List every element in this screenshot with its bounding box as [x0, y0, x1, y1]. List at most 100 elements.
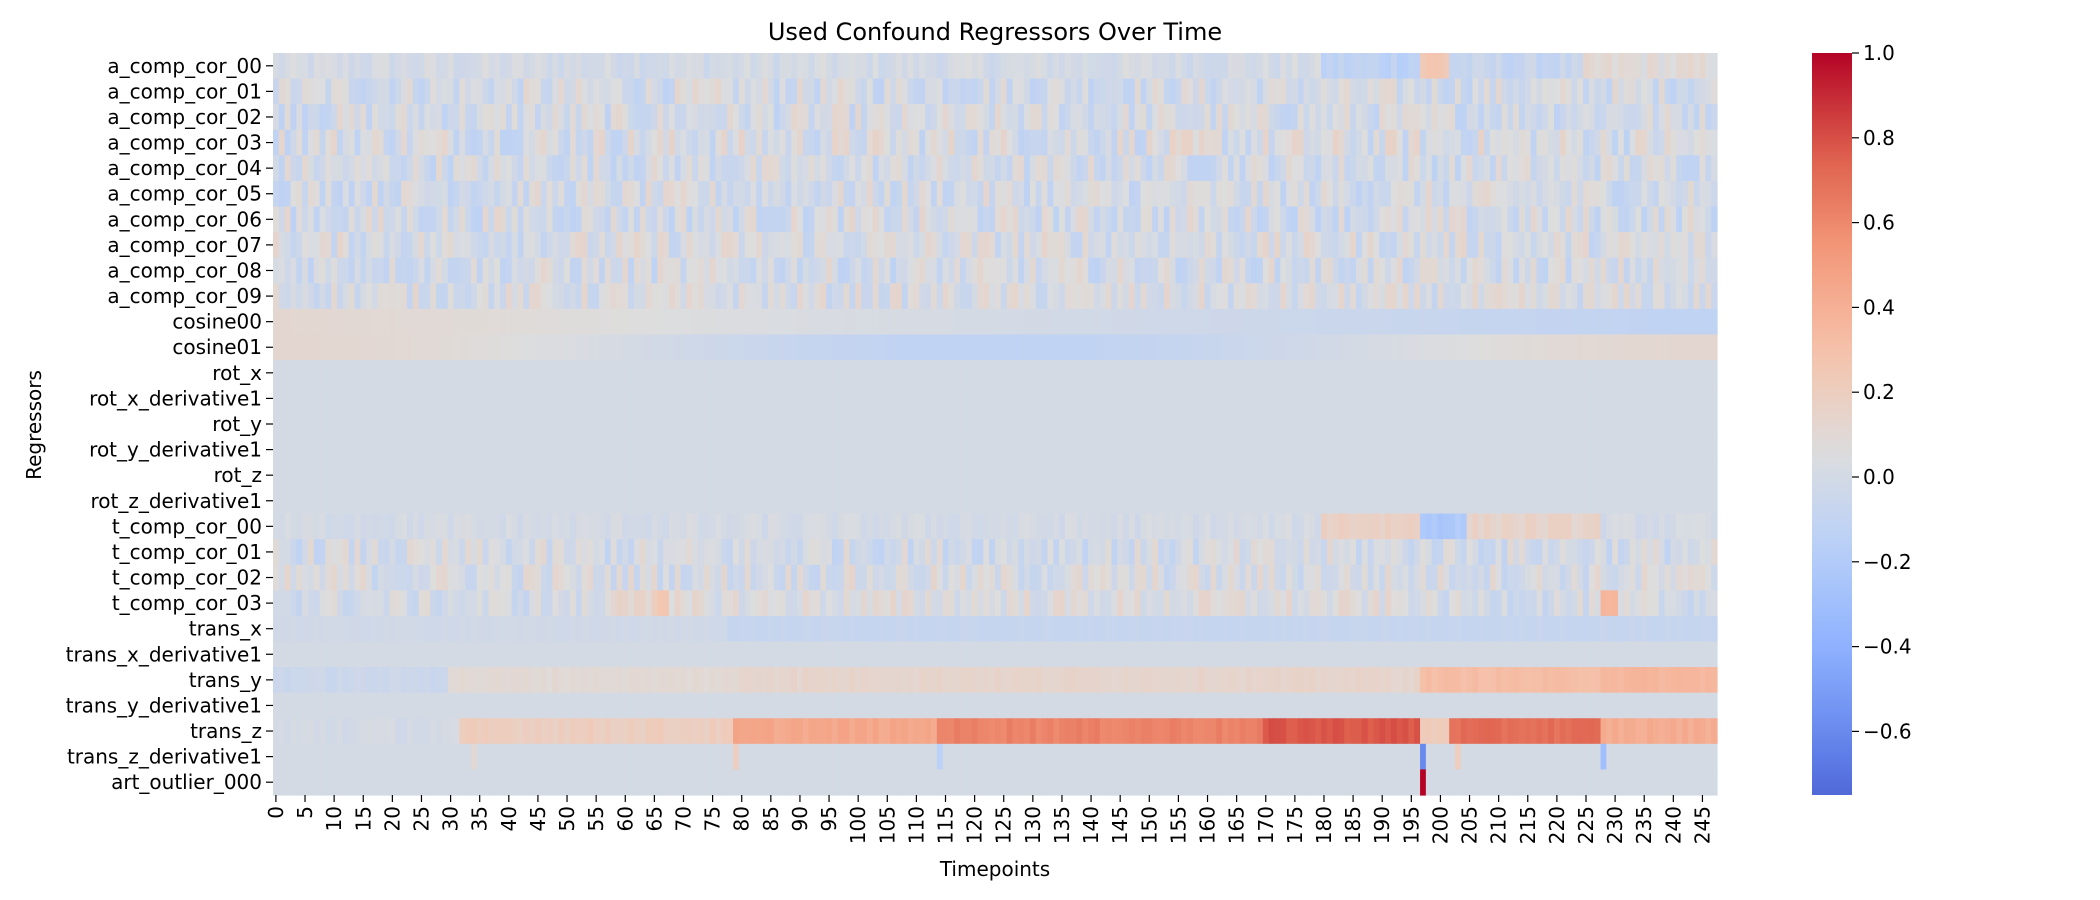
heatmap-cell — [1146, 411, 1153, 438]
heatmap-cell — [284, 308, 292, 336]
heatmap-cell — [325, 257, 332, 284]
heatmap-cell — [1262, 232, 1270, 259]
heatmap-cell — [535, 129, 542, 156]
heatmap-cell — [872, 257, 880, 284]
heatmap-cell — [569, 539, 577, 566]
heatmap-cell — [465, 257, 472, 284]
heatmap-cell — [663, 360, 670, 387]
heatmap-cell — [639, 513, 647, 540]
heatmap-cell — [1658, 78, 1666, 105]
heatmap-cell — [1367, 283, 1375, 310]
heatmap-cell — [762, 283, 769, 310]
heatmap-cell — [663, 487, 670, 515]
heatmap-cell — [1146, 206, 1153, 233]
heatmap-cell — [1076, 308, 1083, 336]
heatmap-cell — [1652, 436, 1660, 463]
heatmap-cell — [1390, 462, 1398, 489]
heatmap-cell — [1321, 539, 1328, 566]
heatmap-cell — [412, 539, 420, 566]
heatmap-cell — [628, 206, 635, 233]
heatmap-cell — [1029, 334, 1037, 361]
heatmap-cell — [1454, 334, 1462, 361]
heatmap-cell — [1484, 53, 1491, 80]
heatmap-cell — [744, 180, 752, 208]
heatmap-cell — [773, 283, 781, 310]
heatmap-cell — [383, 129, 391, 156]
heatmap-cell — [1652, 104, 1660, 131]
heatmap-cell — [756, 283, 763, 310]
heatmap-cell — [622, 129, 629, 156]
heatmap-cell — [1338, 385, 1345, 412]
heatmap-cell — [1693, 155, 1701, 182]
heatmap-cell — [1367, 104, 1375, 131]
heatmap-cell — [802, 436, 810, 463]
heatmap-cell — [983, 539, 990, 566]
heatmap-cell — [1670, 53, 1677, 80]
heatmap-row-a_comp_cor_05 — [273, 180, 1718, 208]
heatmap-cell — [476, 487, 484, 515]
heatmap-cell — [1315, 129, 1322, 156]
heatmap-cell — [1367, 360, 1375, 387]
heatmap-cell — [919, 129, 926, 156]
heatmap-cell — [296, 257, 303, 284]
heatmap-cell — [511, 206, 519, 233]
heatmap-cell — [1105, 180, 1113, 208]
heatmap-cell — [849, 232, 856, 259]
heatmap-cell — [290, 155, 297, 182]
heatmap-cell — [1227, 129, 1235, 156]
heatmap-cell — [1507, 155, 1514, 182]
heatmap-cell — [1501, 411, 1508, 438]
heatmap-cell — [354, 232, 361, 259]
heatmap-cell — [727, 539, 734, 566]
heatmap-cell — [1478, 436, 1485, 463]
heatmap-cell — [674, 513, 682, 540]
heatmap-cell — [1332, 232, 1340, 259]
heatmap-cell — [1274, 129, 1281, 156]
heatmap-cell — [698, 104, 705, 131]
heatmap-cell — [715, 411, 722, 438]
heatmap-cell — [1035, 487, 1043, 515]
heatmap-cell — [907, 487, 915, 515]
heatmap-cell — [494, 104, 501, 131]
heatmap-cell — [977, 104, 984, 131]
heatmap-cell — [558, 334, 565, 361]
heatmap-cell — [1524, 360, 1532, 387]
heatmap-cell — [1454, 53, 1462, 80]
heatmap-cell — [1705, 308, 1712, 336]
heatmap-cell — [692, 513, 699, 540]
heatmap-cell — [1024, 257, 1031, 284]
heatmap-cell — [1175, 436, 1182, 463]
heatmap-cell — [459, 78, 466, 105]
heatmap-cell — [302, 539, 309, 566]
heatmap-cell — [1222, 411, 1229, 438]
heatmap-cell — [494, 78, 501, 105]
heatmap-cell — [517, 487, 524, 515]
heatmap-cell — [913, 257, 920, 284]
heatmap-cell — [1257, 78, 1264, 105]
heatmap-cell — [1530, 232, 1538, 259]
heatmap-cell — [418, 487, 425, 515]
heatmap-cell — [1047, 385, 1054, 412]
heatmap-cell — [791, 308, 798, 336]
heatmap-cell — [913, 232, 920, 259]
heatmap-cell — [1321, 206, 1328, 233]
heatmap-cell — [1594, 155, 1602, 182]
heatmap-cell — [540, 539, 548, 566]
heatmap-cell — [1059, 283, 1066, 310]
heatmap-cell — [1460, 308, 1468, 336]
heatmap-cell — [1594, 513, 1602, 540]
heatmap-cell — [1437, 385, 1444, 412]
heatmap-cell — [482, 283, 490, 310]
heatmap-cell — [587, 129, 594, 156]
heatmap-cell — [1321, 232, 1328, 259]
heatmap-cell — [1484, 283, 1491, 310]
heatmap-cell — [1559, 180, 1567, 208]
heatmap-cell — [313, 206, 321, 233]
heatmap-cell — [1635, 155, 1642, 182]
heatmap-cell — [767, 129, 775, 156]
heatmap-cell — [1338, 180, 1345, 208]
heatmap-cell — [1053, 206, 1060, 233]
heatmap-cell — [663, 53, 670, 80]
heatmap-cell — [1082, 206, 1089, 233]
heatmap-cell — [791, 487, 798, 515]
